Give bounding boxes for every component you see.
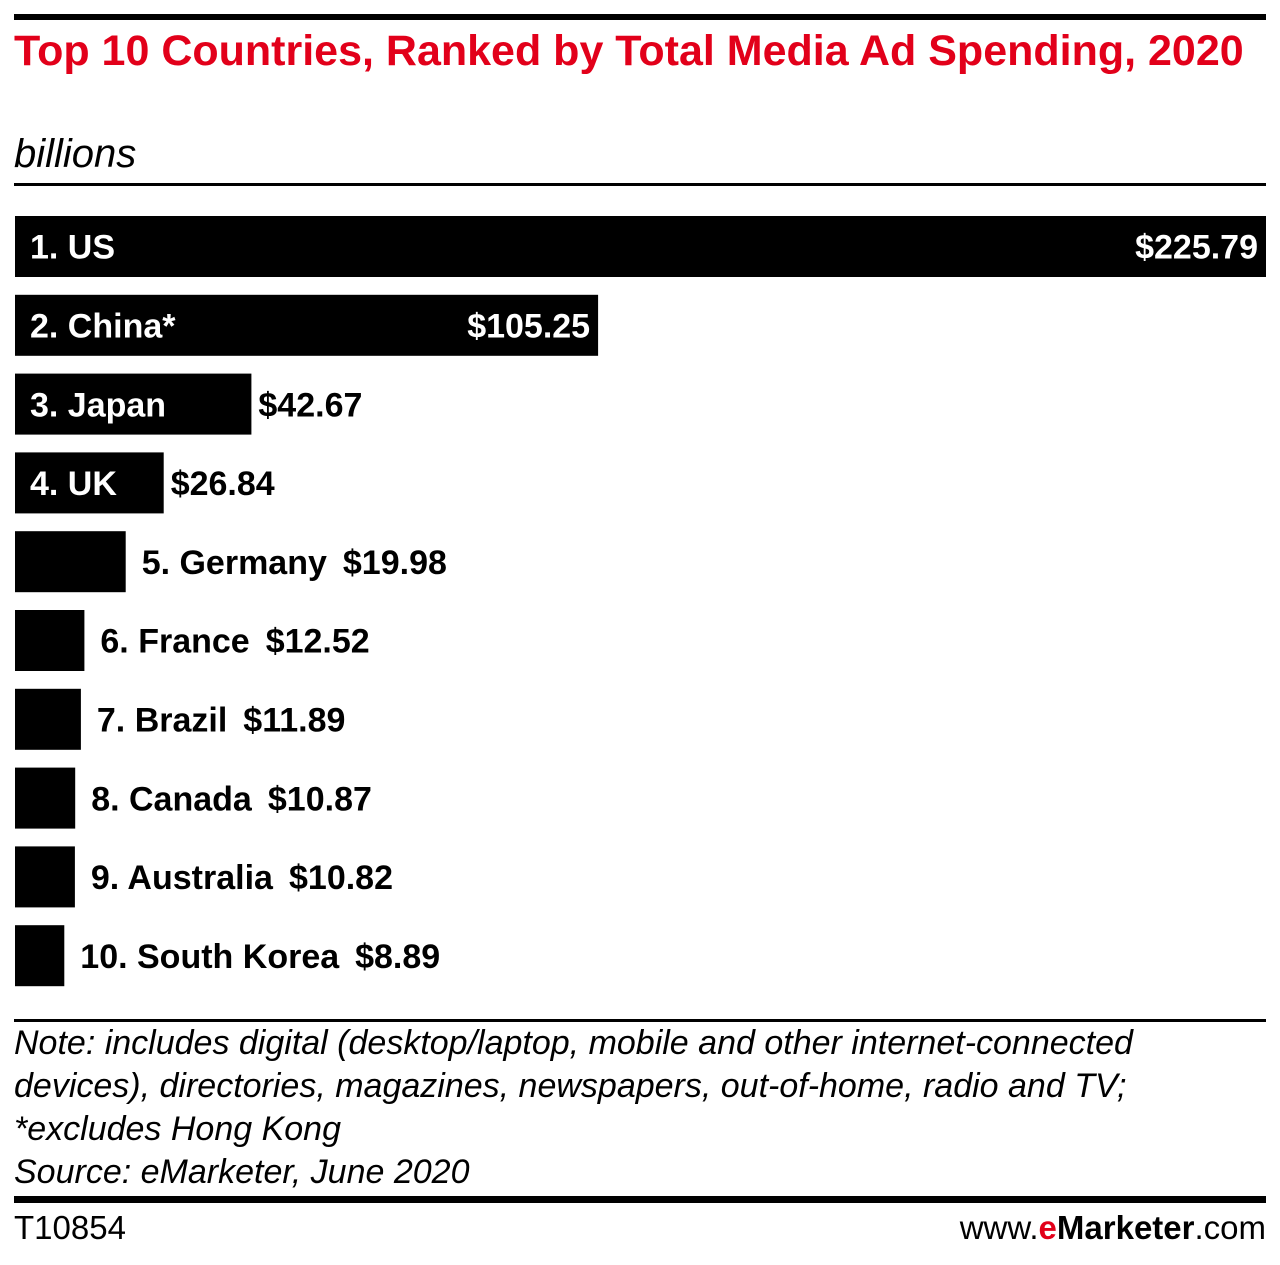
value-label: $10.87 [268,780,372,818]
value-label: $10.82 [289,859,393,897]
header-rule [14,183,1266,186]
brand-prefix: www. [959,1209,1039,1246]
bar [15,846,75,908]
category-label: 1. US [30,229,115,267]
category-label: 3. Japan [30,386,166,424]
chart-id: T10854 [14,1209,126,1246]
category-label: 8. Canada [91,780,253,818]
brand-suffix: .com [1194,1209,1266,1246]
value-label: $12.52 [266,623,370,661]
bar [15,688,81,750]
source-line: Source: eMarketer, June 2020 [14,1153,470,1191]
brand-name: Marketer [1056,1209,1195,1246]
bottom-rule [14,1196,1266,1203]
note-line: devices), directories, magazines, newspa… [14,1067,1127,1105]
top-rule [14,14,1266,20]
value-label: $8.89 [355,938,440,976]
chart-note: Note: includes digital (desktop/laptop, … [14,1022,1264,1194]
category-label: 10. South Korea [80,938,340,976]
value-label: $225.79 [1135,229,1258,267]
bar [15,610,85,671]
value-label: $105.25 [467,308,590,346]
category-label: 2. China* [30,308,176,346]
value-label: $26.84 [171,465,275,503]
bar [15,452,164,514]
brand-url: www.eMarketer.com [960,1208,1266,1248]
category-label: 9. Australia [91,859,274,897]
chart-subtitle: billions [14,132,137,176]
bar [15,373,252,435]
bar [15,216,1266,277]
chart-title: Top 10 Countries, Ranked by Total Media … [14,27,1244,75]
bar [15,767,76,829]
bar [15,294,599,356]
category-label: 6. France [100,623,249,661]
bar [15,925,65,987]
category-label: 5. Germany [142,544,327,582]
value-label: $11.89 [243,702,345,740]
bar [15,531,126,593]
brand-e: e [1038,1209,1057,1246]
value-label: $42.67 [258,386,362,424]
note-rule [14,1019,1266,1022]
bar-chart: 1. US $225.79 2. China* $105.25 3. Japan $42.… [15,216,1266,987]
note-line: Note: includes digital (desktop/laptop, … [14,1024,1133,1062]
category-label: 7. Brazil [97,702,227,740]
note-line: *excludes Hong Kong [14,1110,342,1148]
category-label: 4. UK [30,465,117,503]
value-label: $19.98 [343,544,447,582]
